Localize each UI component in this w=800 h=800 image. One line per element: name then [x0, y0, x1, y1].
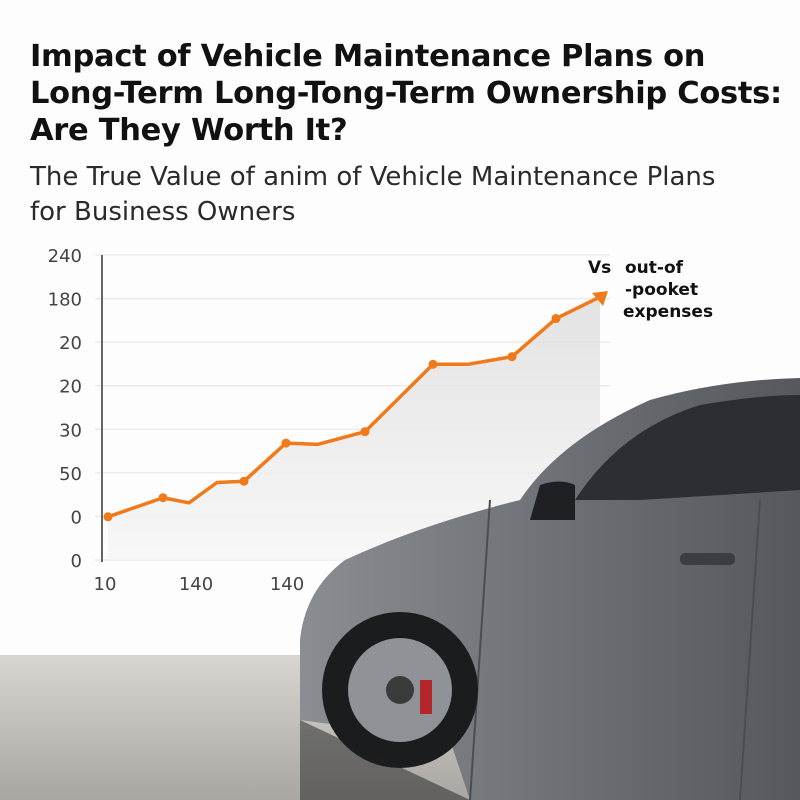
y-tick-label: 0 [71, 507, 82, 528]
y-tick-label: 30 [59, 420, 82, 441]
data-point [281, 438, 291, 448]
y-tick-label: 240 [48, 246, 82, 267]
series-area [108, 296, 600, 560]
x-tick-label: 10 [94, 574, 117, 595]
y-tick-label: 20 [59, 377, 82, 398]
car-image [300, 378, 800, 800]
x-tick-label: 140 [179, 574, 213, 595]
y-tick-label: 50 [59, 464, 82, 485]
annotation-line-1: out-of [625, 258, 684, 278]
data-point [103, 512, 113, 522]
series-end-arrow [592, 290, 608, 306]
data-point [507, 352, 517, 362]
data-point [428, 359, 438, 369]
annotation-vs: Vs [588, 258, 612, 278]
page-subtitle: The True Value of anim of Vehicle Mainte… [30, 162, 716, 227]
y-tick-label: 0 [71, 551, 82, 572]
page-title: Impact of Vehicle Maintenance Plans on L… [30, 39, 782, 148]
annotation-line-2: -pooket [625, 280, 699, 300]
data-point [158, 493, 168, 503]
data-point [239, 476, 249, 486]
annotation-line-3: expenses [623, 302, 714, 322]
data-point [360, 427, 370, 437]
y-tick-label: 180 [48, 290, 82, 311]
y-tick-label: 20 [59, 333, 82, 354]
data-point [551, 314, 561, 324]
x-tick-label: 140 [270, 574, 304, 595]
